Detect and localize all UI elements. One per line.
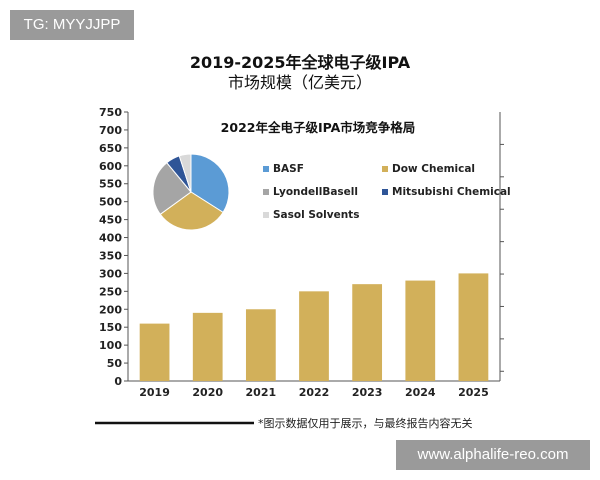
legend-label: Mitsubishi Chemical (392, 186, 511, 198)
y-tick-label: 0 (114, 375, 122, 388)
bar-2019 (139, 323, 170, 381)
y-tick-label: 150 (99, 321, 122, 334)
y-tick-label: 500 (99, 196, 122, 209)
y-tick-label: 600 (99, 160, 122, 173)
y-tick-label: 300 (99, 267, 122, 280)
y-tick-label: 100 (99, 339, 122, 352)
pie-slice-dow-chemical (159, 191, 224, 231)
x-tick-label: 2025 (458, 386, 489, 399)
legend-label: LyondellBasell (273, 186, 358, 198)
bar-2021 (245, 309, 276, 381)
legend-label: Dow Chemical (392, 163, 475, 175)
legend-swatch (263, 212, 269, 218)
y-tick-label: 350 (99, 249, 122, 262)
watermark-top: TG: MYYJJPP (10, 10, 134, 40)
y-tick-label: 50 (107, 357, 123, 370)
bar-2025 (458, 273, 489, 381)
x-tick-label: 2023 (352, 386, 383, 399)
x-tick-label: 2024 (405, 386, 436, 399)
y-tick-label: 200 (99, 303, 122, 316)
watermark-bottom: www.alphalife-reo.com (396, 440, 590, 470)
bar-2020 (192, 312, 223, 381)
pie-title: 2022年全电子级IPA市场竞争格局 (221, 120, 416, 135)
y-tick-label: 700 (99, 124, 122, 137)
legend-swatch (382, 189, 388, 195)
y-tick-label: 550 (99, 178, 122, 191)
y-tick-label: 400 (99, 232, 122, 245)
bar-2022 (299, 291, 329, 381)
footnote: *图示数据仅用于展示，与最终报告内容无关 (258, 416, 473, 430)
chart-title: 2019-2025年全球电子级IPA (190, 53, 411, 72)
legend-label: Sasol Solvents (273, 209, 359, 221)
y-tick-label: 650 (99, 142, 122, 155)
pie-slice-sasol-solvents (178, 153, 192, 193)
x-tick-label: 2021 (246, 386, 277, 399)
bar-2024 (405, 280, 436, 381)
legend-swatch (263, 166, 269, 172)
x-tick-label: 2020 (192, 386, 223, 399)
pie-slice-lyondellbasell (152, 162, 192, 216)
bar-2023 (352, 284, 383, 381)
x-tick-label: 2022 (299, 386, 330, 399)
legend-swatch (382, 166, 388, 172)
legend-swatch (263, 189, 269, 195)
legend-label: BASF (273, 163, 304, 175)
y-tick-label: 250 (99, 285, 122, 298)
y-tick-label: 750 (99, 106, 122, 119)
chart-subtitle: 市场规模（亿美元） (228, 73, 372, 92)
y-tick-label: 450 (99, 214, 122, 227)
x-tick-label: 2019 (139, 386, 170, 399)
